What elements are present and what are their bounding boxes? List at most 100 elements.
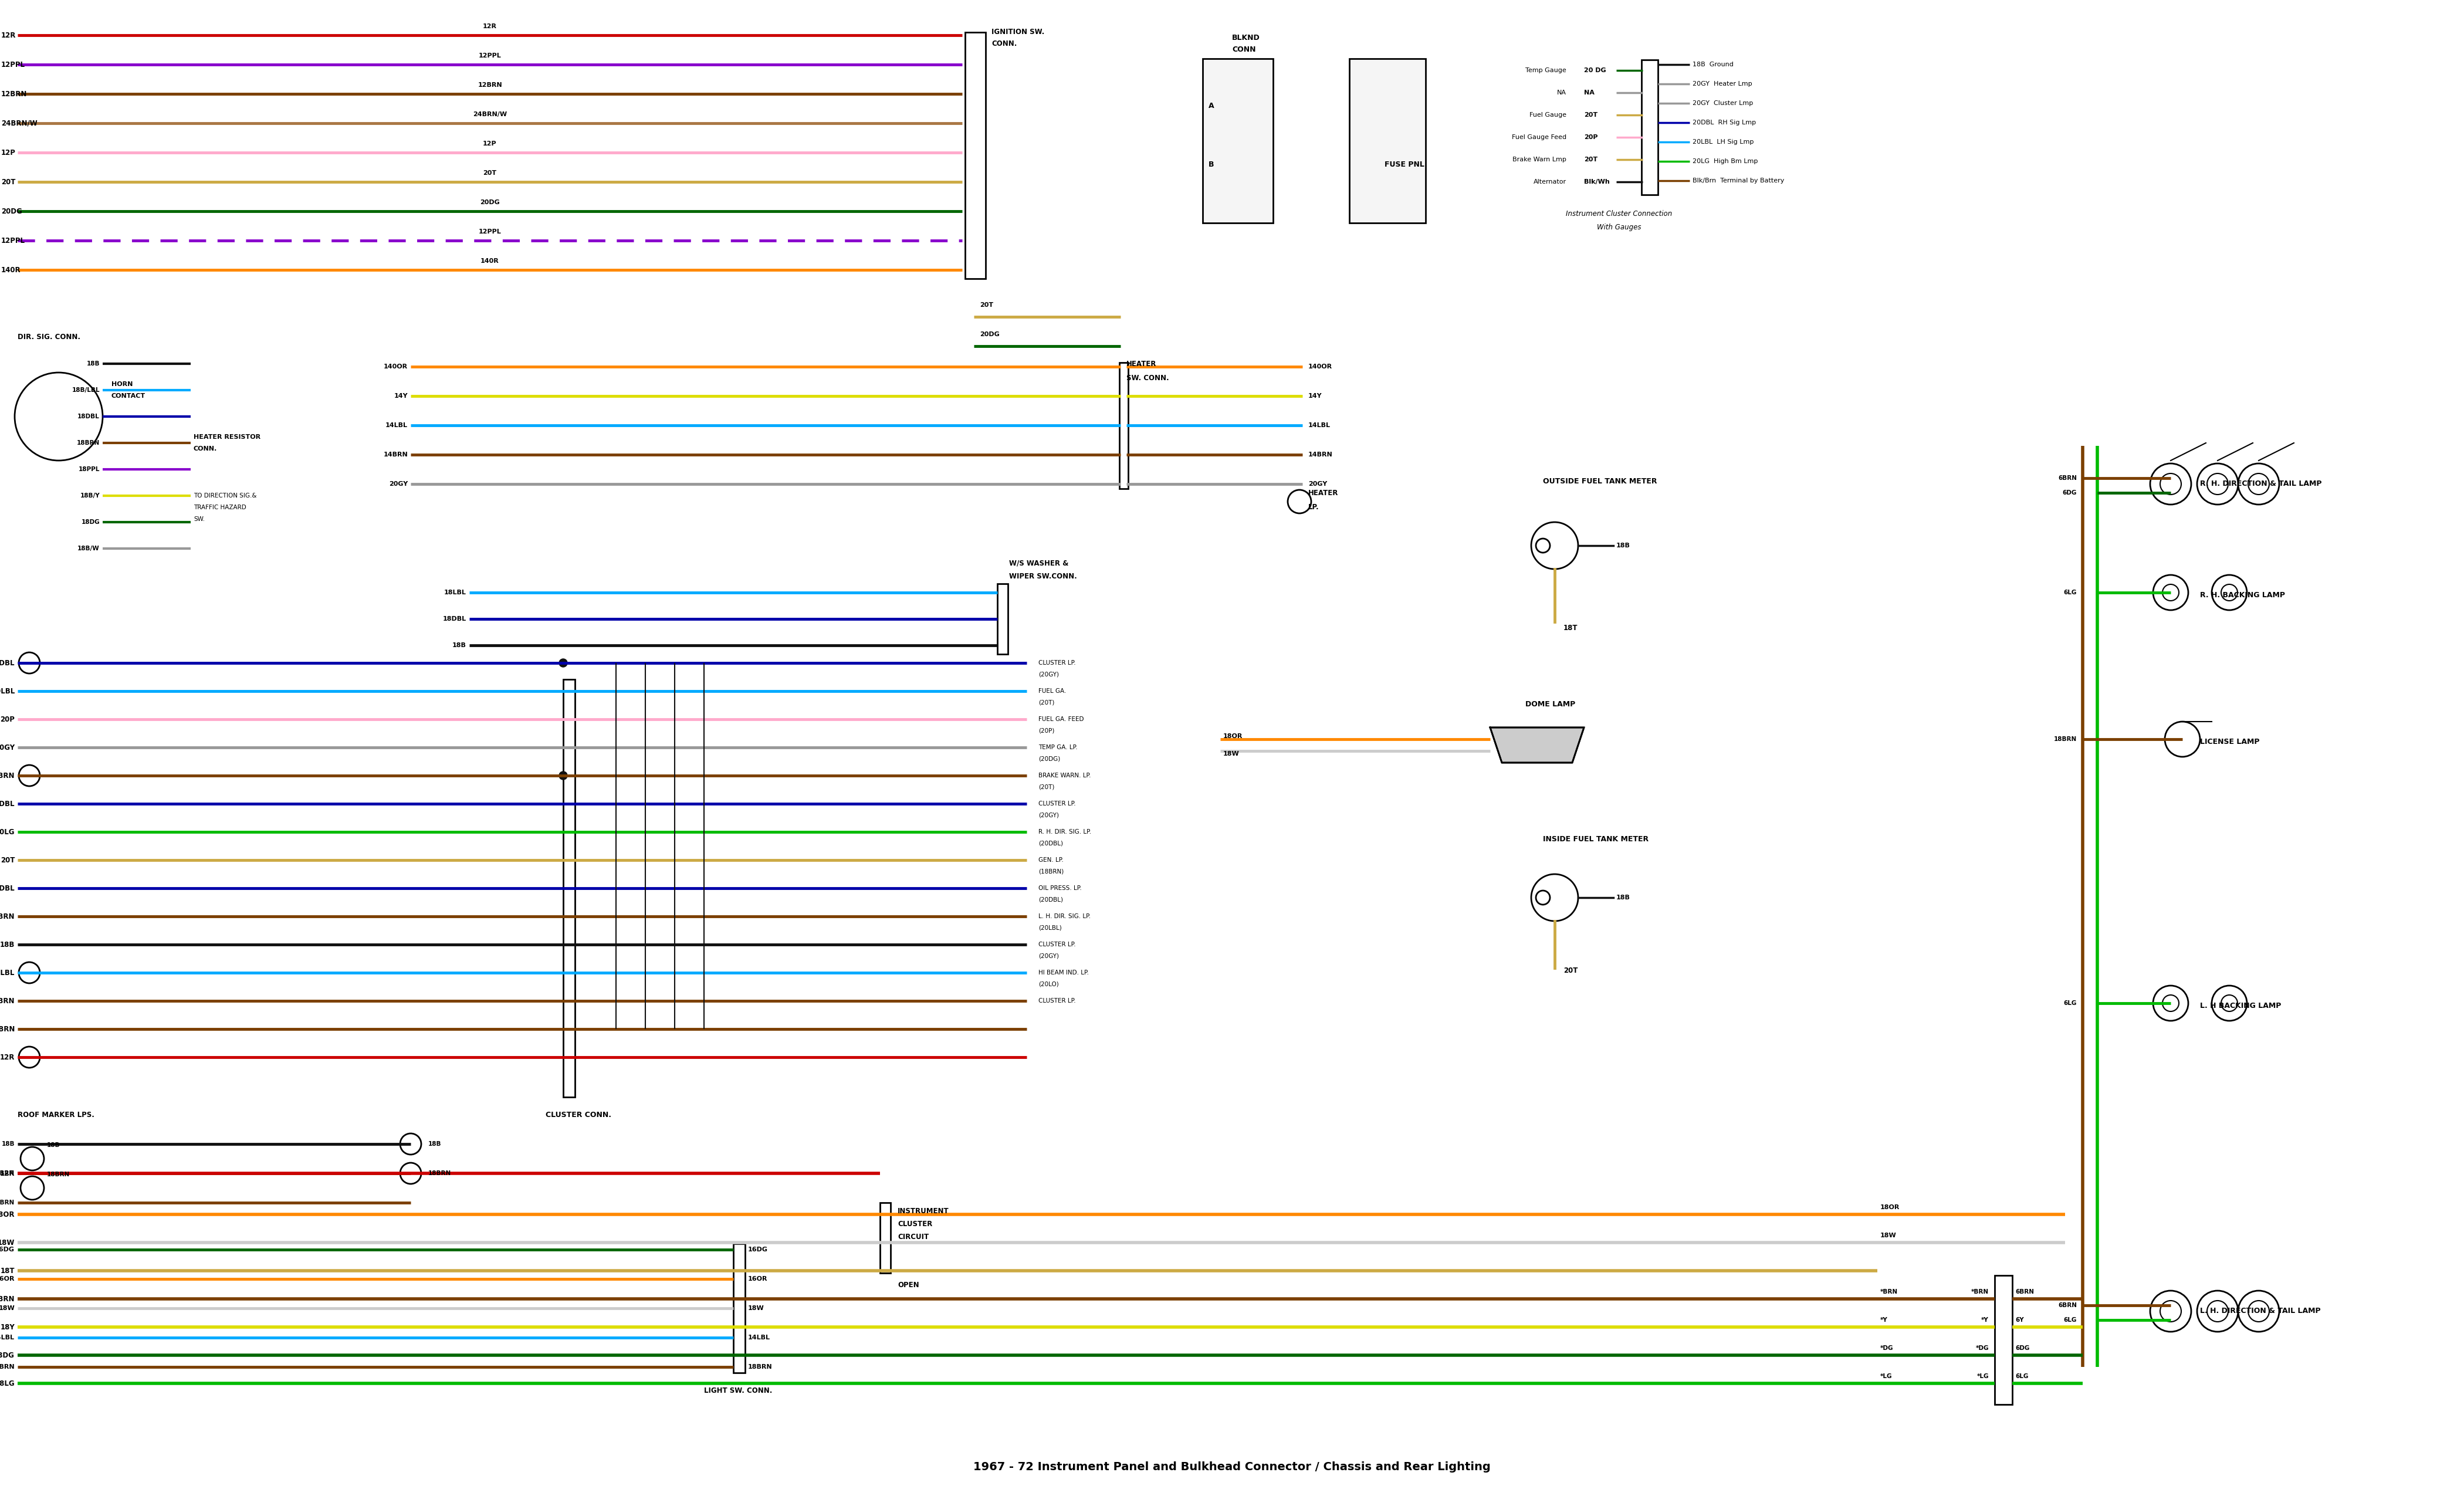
Text: Blk/Brn  Terminal by Battery: Blk/Brn Terminal by Battery <box>1693 178 1784 184</box>
Circle shape <box>2198 464 2237 504</box>
Circle shape <box>2161 473 2181 495</box>
Text: Fuel Gauge Feed: Fuel Gauge Feed <box>1513 135 1567 141</box>
Circle shape <box>20 1147 44 1170</box>
Text: 20P: 20P <box>0 715 15 723</box>
Text: SW.: SW. <box>195 516 205 522</box>
Text: 20LG  High Bm Lmp: 20LG High Bm Lmp <box>1693 159 1757 165</box>
Text: 6LG: 6LG <box>2065 1001 2077 1007</box>
Text: (20LBL): (20LBL) <box>1037 925 1062 931</box>
Text: 20T: 20T <box>483 171 498 177</box>
Text: *LG: *LG <box>1880 1373 1892 1379</box>
Text: 20T: 20T <box>1584 157 1597 163</box>
Text: 18T: 18T <box>0 1267 15 1275</box>
Text: 6BRN: 6BRN <box>2057 476 2077 482</box>
Bar <box>734 1243 744 1373</box>
Text: 20P: 20P <box>1584 135 1597 141</box>
Circle shape <box>2154 574 2188 610</box>
Text: 18B: 18B <box>47 1143 59 1147</box>
Bar <box>1350 58 1427 223</box>
Circle shape <box>20 1047 39 1068</box>
Text: 20DG: 20DG <box>480 199 500 205</box>
Circle shape <box>399 1162 421 1183</box>
Text: 20T: 20T <box>0 856 15 863</box>
Text: 16OR: 16OR <box>749 1276 769 1282</box>
Text: 16DG: 16DG <box>749 1246 769 1252</box>
Text: NA: NA <box>1584 90 1594 96</box>
Text: 20DBL: 20DBL <box>0 800 15 808</box>
Text: (20P): (20P) <box>1037 727 1055 733</box>
Bar <box>998 583 1008 654</box>
Circle shape <box>2151 464 2190 504</box>
Text: 18B: 18B <box>1616 895 1631 901</box>
Circle shape <box>559 772 567 779</box>
Text: 18B: 18B <box>453 642 466 648</box>
Circle shape <box>559 658 567 667</box>
Text: HI BEAM IND. LP.: HI BEAM IND. LP. <box>1037 969 1089 975</box>
Text: *Y: *Y <box>1981 1316 1988 1322</box>
Text: WIPER SW.CONN.: WIPER SW.CONN. <box>1010 573 1077 580</box>
Text: 14BRN: 14BRN <box>0 913 15 920</box>
Text: CLUSTER: CLUSTER <box>897 1221 931 1228</box>
Text: FUEL GA.: FUEL GA. <box>1037 688 1067 694</box>
Text: LIGHT SW. CONN.: LIGHT SW. CONN. <box>705 1387 771 1394</box>
Text: 14Y: 14Y <box>394 393 407 399</box>
Text: 18DBL: 18DBL <box>76 413 99 419</box>
Text: HEATER RESISTOR: HEATER RESISTOR <box>195 434 261 440</box>
Text: 18DG: 18DG <box>0 1351 15 1358</box>
Text: 18BRN: 18BRN <box>2055 736 2077 742</box>
Text: BLKND: BLKND <box>1232 34 1259 42</box>
Text: *DG: *DG <box>1976 1345 1988 1351</box>
Text: 18LG: 18LG <box>0 1379 15 1387</box>
Text: 14BRN: 14BRN <box>384 452 407 458</box>
Text: L. H. DIR. SIG. LP.: L. H. DIR. SIG. LP. <box>1037 914 1092 920</box>
Text: 20T: 20T <box>1565 966 1577 975</box>
Text: 18BRN: 18BRN <box>0 996 15 1005</box>
Text: 18B/Y: 18B/Y <box>79 492 99 498</box>
Text: 18OR: 18OR <box>1222 733 1242 739</box>
Text: 16DG: 16DG <box>0 1246 15 1252</box>
Text: 12R: 12R <box>0 31 17 39</box>
Text: 18W: 18W <box>0 1239 15 1246</box>
Circle shape <box>2247 1300 2269 1322</box>
Text: 14LBL: 14LBL <box>384 422 407 428</box>
Text: 20GY: 20GY <box>1308 482 1328 486</box>
Bar <box>880 1203 890 1273</box>
Text: CIRCUIT: CIRCUIT <box>897 1234 929 1242</box>
Text: 20GY: 20GY <box>0 744 15 751</box>
Text: INSTRUMENT: INSTRUMENT <box>897 1207 949 1215</box>
Text: 6LG: 6LG <box>2065 589 2077 595</box>
Text: 14LBL: 14LBL <box>749 1334 771 1340</box>
Text: 12PPL: 12PPL <box>0 236 25 244</box>
Bar <box>1996 1276 2013 1405</box>
Circle shape <box>1535 890 1550 905</box>
Text: 140R: 140R <box>0 266 20 274</box>
Text: 12PPL: 12PPL <box>478 229 500 235</box>
Text: R. H. DIRECTION & TAIL LAMP: R. H. DIRECTION & TAIL LAMP <box>2200 480 2321 488</box>
Text: 20GY: 20GY <box>389 482 407 486</box>
Text: 18B  Ground: 18B Ground <box>1693 61 1735 67</box>
Text: HEATER: HEATER <box>1126 361 1156 368</box>
Text: 18BRN: 18BRN <box>0 1296 15 1303</box>
Text: TRAFFIC HAZARD: TRAFFIC HAZARD <box>195 504 246 510</box>
Text: *LG: *LG <box>1976 1373 1988 1379</box>
Circle shape <box>1535 539 1550 552</box>
Text: 18BRN: 18BRN <box>47 1171 69 1177</box>
Text: 18BRN: 18BRN <box>0 1170 15 1176</box>
Circle shape <box>15 373 103 461</box>
Text: 20LBL  LH Sig Lmp: 20LBL LH Sig Lmp <box>1693 139 1754 145</box>
Text: 18B: 18B <box>86 361 99 367</box>
Text: 16OR: 16OR <box>0 1276 15 1282</box>
Text: 18B: 18B <box>2 1141 15 1147</box>
Text: CLUSTER CONN.: CLUSTER CONN. <box>545 1112 611 1119</box>
Text: 18BRN: 18BRN <box>0 772 15 779</box>
Text: With Gauges: With Gauges <box>1597 224 1641 232</box>
Text: 18B: 18B <box>1616 543 1631 549</box>
Text: *Y: *Y <box>1880 1316 1887 1322</box>
Circle shape <box>2163 585 2178 601</box>
Text: 18OR: 18OR <box>0 1210 15 1218</box>
Text: 20GY  Heater Lmp: 20GY Heater Lmp <box>1693 81 1752 87</box>
Text: 18W: 18W <box>1222 751 1239 757</box>
Text: (20T): (20T) <box>1037 784 1055 790</box>
Text: B: B <box>1207 160 1215 168</box>
Text: 14Y: 14Y <box>1308 393 1323 399</box>
